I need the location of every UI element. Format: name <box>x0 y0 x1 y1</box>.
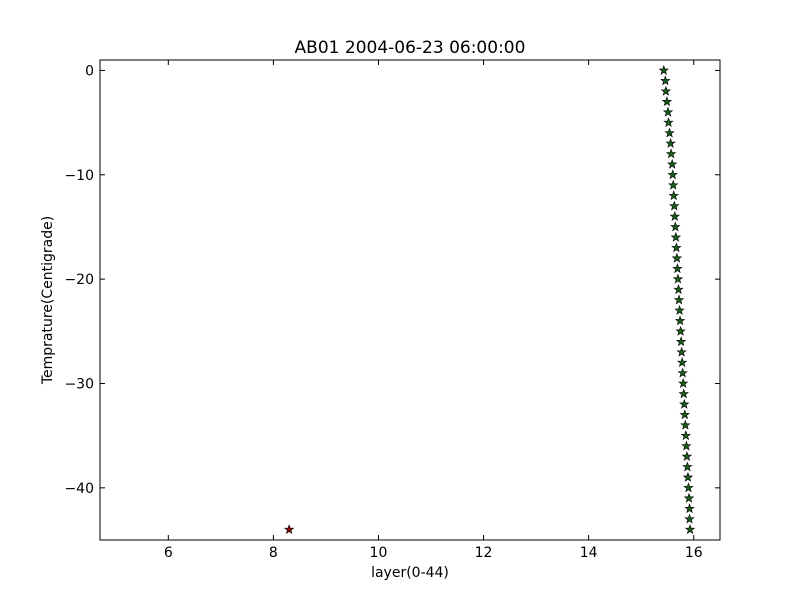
x-tick-label-5: 16 <box>685 545 703 561</box>
x-tick-label-2: 10 <box>370 545 388 561</box>
data-point-series0-6 <box>664 127 675 138</box>
plot-frame <box>99 59 721 541</box>
data-point-series0-26 <box>675 336 687 347</box>
data-point-series0-7 <box>665 138 676 148</box>
data-point-series0-8 <box>665 148 677 159</box>
data-point-series0-41 <box>683 492 695 503</box>
data-point-series0-24 <box>674 315 686 326</box>
y-tick-label-3: −30 <box>64 376 94 392</box>
data-point-series0-19 <box>672 263 683 274</box>
data-point-series0-17 <box>671 242 682 253</box>
data-point-series0-20 <box>672 273 684 284</box>
data-point-series0-32 <box>679 398 690 409</box>
data-point-series0-11 <box>668 179 679 190</box>
data-point-series0-13 <box>669 200 680 211</box>
data-point-series0-42 <box>684 503 695 514</box>
data-point-series0-35 <box>680 430 692 441</box>
data-point-series0-36 <box>681 440 692 451</box>
y-tick-label-0: 0 <box>85 63 94 79</box>
data-point-series0-21 <box>673 284 684 294</box>
data-point-series0-18 <box>671 252 683 263</box>
data-point-series0-14 <box>669 211 681 221</box>
chart-title: AB01 2004-06-23 06:00:00 <box>295 38 526 58</box>
data-point-series0-12 <box>668 190 679 201</box>
data-point-series0-16 <box>670 231 682 242</box>
data-point-series0-22 <box>673 294 685 305</box>
x-tick-label-1: 8 <box>269 545 278 561</box>
y-axis-label: Temprature(Centigrade) <box>40 216 56 385</box>
x-tick-label-4: 14 <box>580 545 598 561</box>
data-point-series0-39 <box>682 471 694 482</box>
y-tick-label-4: −40 <box>64 481 94 497</box>
data-point-series0-3 <box>661 96 673 107</box>
x-tick-label-3: 12 <box>475 545 493 561</box>
data-point-series0-10 <box>667 169 678 180</box>
data-point-series0-33 <box>679 409 691 420</box>
data-point-series0-38 <box>682 461 693 472</box>
data-point-series1-0 <box>283 524 295 534</box>
plot-area <box>100 60 720 540</box>
data-point-series0-34 <box>680 419 691 430</box>
data-point-series0-0 <box>658 64 669 75</box>
data-point-series0-23 <box>674 304 685 315</box>
y-tick-label-2: −20 <box>64 272 94 288</box>
data-points <box>283 64 696 534</box>
axis-ticks: 6 8 10 12 14 16 0 −10 −20 −30 −40 <box>64 60 720 561</box>
y-tick-label-1: −10 <box>64 168 94 184</box>
data-point-series0-28 <box>676 357 688 368</box>
data-point-series0-15 <box>670 221 681 232</box>
x-tick-label-0: 6 <box>164 545 173 561</box>
data-point-series0-25 <box>675 325 686 336</box>
data-point-series0-2 <box>660 85 672 96</box>
data-point-series0-9 <box>666 158 678 169</box>
data-point-series0-4 <box>662 106 674 117</box>
data-point-series0-30 <box>678 378 689 388</box>
data-point-series0-27 <box>676 346 687 357</box>
data-point-series0-44 <box>684 524 696 534</box>
data-point-series0-37 <box>681 451 693 461</box>
data-point-series0-43 <box>684 513 695 524</box>
data-point-series0-5 <box>663 117 674 128</box>
data-point-series0-31 <box>678 388 689 399</box>
data-point-series0-40 <box>683 482 694 493</box>
data-point-series0-1 <box>660 75 671 86</box>
data-point-series0-29 <box>677 367 688 378</box>
x-axis-label: layer(0-44) <box>371 565 449 581</box>
